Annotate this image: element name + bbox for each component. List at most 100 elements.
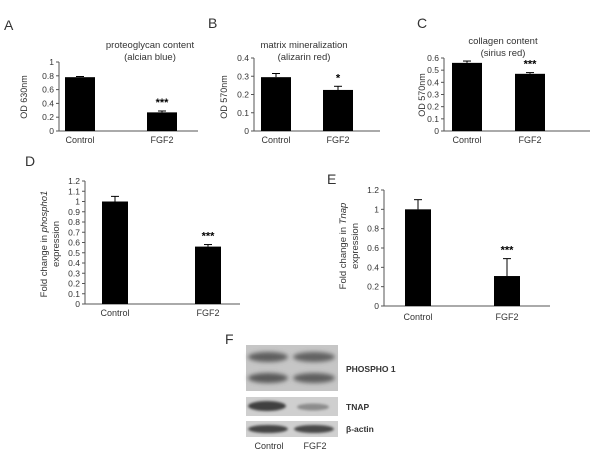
blot-band-phospho1-upper-fgf2 [293,352,335,362]
chart-b: 0 0.1 0.2 0.3 0.4 Control * FGF2 [237,53,380,145]
chart-e-significance-marker: *** [501,245,515,257]
chart-c-y-tick-label: 0.2 [427,102,439,112]
chart-c-y-axis-label: OD 570nm [417,73,427,117]
blot-band-beta-actin-fgf2 [294,425,334,433]
chart-c-title-line2: (sirius red) [481,48,526,59]
chart-c-y-tick-label: 0.6 [427,53,439,63]
chart-d-y-tick-label: 0.3 [68,268,80,278]
chart-a-y-tick-label: 0.8 [42,71,54,81]
chart-e-y-tick-label: 0.6 [367,243,379,253]
chart-d-y-axis-label-line1: Fold change in phospho1 [39,191,50,298]
chart-e-category-label: Control [403,312,432,322]
blot-band-phospho1-lower-control [248,373,288,383]
chart-a-y-tick-label: 0.6 [42,85,54,95]
chart-d-y-tick-label: 0.9 [68,207,80,217]
panel-label-b: B [208,15,217,31]
chart-b-category-label: Control [261,135,290,145]
chart-c-y-tick-label: 0.3 [427,90,439,100]
chart-d-y-tick-label: 0.4 [68,258,80,268]
chart-d-y-tick-label: 0.1 [68,289,80,299]
blot-row-label-beta-actin: β-actin [346,424,374,434]
chart-d-category-label: FGF2 [196,308,219,318]
chart-c-y-tick-label: 0 [434,126,439,136]
chart-b-y-axis-label: OD 570nm [219,75,229,119]
chart-e: 0 0.2 0.4 0.6 0.8 1 1.2 Control *** FGF2 [367,185,550,322]
chart-c-title-line1: collagen content [468,36,538,47]
blot-band-tnap-fgf2 [297,403,329,411]
chart-c-bar-1 [452,62,482,131]
chart-b-y-tick-label: 0.4 [237,53,249,63]
panel-label-d: D [25,153,35,169]
chart-d-y-tick-label: 1 [75,197,80,207]
chart-c: 0 0.1 0.2 0.3 0.4 0.5 0.6 Control *** FGF2 [427,53,590,145]
chart-a-title-line1: proteoglycan content [106,40,195,51]
chart-d-y-tick-label: 1.1 [68,186,80,196]
chart-d-y-tick-label: 0 [75,299,80,309]
chart-a-bar-1 [65,77,95,131]
chart-a-title-line2: (alcian blue) [124,52,176,63]
chart-a-bar-2 [147,112,177,131]
blot-band-phospho1-lower-fgf2 [293,373,335,383]
panel-label-f: F [225,331,234,347]
blot-lane-label-fgf2: FGF2 [303,441,326,451]
chart-e-y-tick-label: 0.4 [367,262,379,272]
chart-a-y-tick-label: 0.4 [42,98,54,108]
chart-d-y-axis-label-line2: expression [51,221,62,267]
chart-e-y-tick-label: 1.2 [367,185,379,195]
chart-a-category-label: Control [65,135,94,145]
chart-b-y-tick-label: 0.2 [237,90,249,100]
chart-e-y-axis-label-line2: expression [350,223,361,269]
chart-c-significance-marker: *** [524,59,538,71]
chart-e-bar-1 [405,209,431,306]
chart-d: 00.10.20.30.40.50.60.70.80.911.11.2 Contr… [68,176,240,318]
chart-e-y-tick-label: 0.2 [367,282,379,292]
chart-e-y-tick-label: 0 [374,301,379,311]
chart-b-significance-marker: * [336,72,341,84]
chart-a-y-tick-label: 0 [49,126,54,136]
blot-strip-phospho1 [246,345,338,391]
blot-row-label-phospho1: PHOSPHO 1 [346,364,396,374]
chart-e-y-axis-label-gene: Tnap [338,203,349,225]
chart-d-y-tick-label: 0.2 [68,279,80,289]
chart-a-y-tick-label: 1 [49,57,54,67]
chart-d-bar-1 [102,201,128,304]
chart-c-y-tick-label: 0.5 [427,65,439,75]
chart-c-bar-2 [515,73,545,131]
chart-d-y-tick-label: 0.8 [68,217,80,227]
chart-a-category-label: FGF2 [150,135,173,145]
chart-b-title-line1: matrix mineralization [260,40,347,51]
chart-c-category-label: FGF2 [518,135,541,145]
chart-d-y-axis-label-pre: Fold change in [39,232,50,297]
chart-d-y-tick-label: 1.2 [68,176,80,186]
chart-a-significance-marker: *** [156,97,170,109]
chart-b-bar-2 [323,89,353,131]
chart-a-y-tick-label: 0.2 [42,112,54,122]
panel-label-c: C [417,15,427,31]
chart-d-category-label: Control [100,308,129,318]
chart-b-y-tick-label: 0.3 [237,71,249,81]
blot-band-phospho1-upper-control [248,352,288,362]
blot-band-tnap-control [248,401,286,411]
blot-strip-beta-actin [246,421,338,437]
chart-b-y-tick-label: 0 [244,126,249,136]
western-blot: PHOSPHO 1 TNAP β-actin Control FGF2 [246,345,396,451]
chart-d-y-axis-label-gene: phospho1 [39,191,50,234]
chart-b-category-label: FGF2 [326,135,349,145]
chart-a: 0 0.2 0.4 0.6 0.8 1 Control *** FGF2 [42,57,198,145]
panel-label-a: A [4,17,14,33]
chart-e-y-tick-label: 1 [374,204,379,214]
chart-d-y-tick-label: 0.6 [68,238,80,248]
chart-e-bar-2 [494,276,520,306]
chart-c-category-label: Control [452,135,481,145]
chart-c-y-tick-label: 0.1 [427,114,439,124]
chart-b-bar-1 [261,77,291,131]
chart-c-y-tick-label: 0.4 [427,77,439,87]
chart-b-title-line2: (alizarin red) [278,52,331,63]
chart-a-y-axis-label: OD 630nm [19,75,29,119]
chart-d-significance-marker: *** [202,231,216,243]
chart-e-y-tick-label: 0.8 [367,224,379,234]
blot-row-label-tnap: TNAP [346,402,369,412]
panel-label-e: E [327,171,336,187]
chart-d-bar-2 [195,246,221,304]
